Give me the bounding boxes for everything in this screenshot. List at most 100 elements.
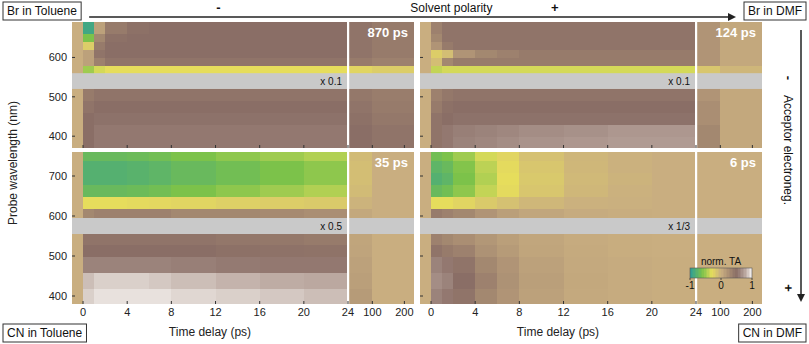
heatmap-cell — [564, 34, 609, 42]
heatmap-cell — [171, 184, 216, 197]
y-axis-title: Probe wavelength (nm) — [6, 101, 20, 225]
heatmap-cell — [304, 136, 349, 148]
heatmap-cell — [497, 124, 520, 136]
heatmap-cell — [304, 196, 349, 209]
heatmap-cell — [420, 152, 432, 161]
heatmap-cell — [652, 208, 697, 219]
heatmap-cell — [348, 160, 373, 173]
heatmap-cell — [453, 272, 476, 289]
heatmap-cell — [149, 42, 172, 50]
heatmap-cell — [431, 22, 443, 34]
heatmap-cell — [475, 42, 498, 50]
heatmap-cell — [442, 113, 454, 125]
plot-area — [72, 22, 414, 148]
heatmap-cell — [564, 124, 609, 136]
x-tick-label: 4 — [124, 306, 130, 318]
heatmap-cell — [497, 50, 520, 58]
heatmap-cell — [652, 22, 697, 34]
x-tick — [83, 145, 84, 148]
heatmap-cell — [720, 234, 762, 245]
heatmap-cell — [348, 101, 373, 113]
heatmap-cell — [453, 136, 476, 148]
heatmap-cell — [127, 184, 150, 197]
scale-label: x 0.1 — [320, 76, 342, 87]
axis-break — [347, 22, 349, 148]
heatmap-cell — [519, 65, 564, 73]
y-tick — [72, 136, 75, 137]
heatmap-cell — [475, 256, 498, 273]
heatmap-cell — [105, 172, 128, 185]
heatmap-cell — [149, 160, 172, 173]
heatmap-cell — [497, 160, 520, 173]
heatmap-cell — [105, 196, 128, 209]
heatmap-cell — [652, 172, 697, 185]
heatmap-cell — [442, 50, 454, 58]
heatmap-cell — [519, 244, 564, 257]
heatmap-cell — [72, 136, 84, 148]
x-tick-label: 200 — [395, 306, 413, 318]
x-tick — [347, 301, 348, 304]
heatmap-cell — [519, 124, 564, 136]
heatmap-cell — [519, 184, 564, 197]
heatmap-cell — [127, 42, 150, 50]
heatmap-cell — [72, 57, 84, 65]
heatmap-cell — [149, 57, 172, 65]
heatmap-cell — [348, 184, 373, 197]
heatmap-cell — [105, 288, 128, 304]
heatmap-cell — [304, 208, 349, 219]
heatmap-cell — [260, 244, 305, 257]
heatmap-cell — [420, 172, 432, 185]
heatmap-cell — [519, 208, 564, 219]
heatmap-cell — [453, 124, 476, 136]
heatmap-cell — [105, 101, 128, 113]
heatmap-cell — [83, 196, 95, 209]
heatmap-cell — [608, 124, 653, 136]
heatmap-cell — [431, 196, 443, 209]
heatmap-cell — [127, 234, 150, 245]
x-tick — [347, 145, 348, 148]
heatmap-cell — [348, 124, 373, 136]
heatmap-cell — [431, 124, 443, 136]
heatmap-cell — [442, 256, 454, 273]
heatmap-cell — [431, 65, 443, 73]
heatmap-cell — [105, 113, 128, 125]
heatmap-cell — [696, 244, 721, 257]
heatmap-cell — [453, 208, 476, 219]
heatmap-cell — [608, 152, 653, 161]
heatmap-cell — [453, 101, 476, 113]
heatmap-cell — [348, 65, 373, 73]
heatmap-cell — [149, 184, 172, 197]
heatmap-cell — [304, 244, 349, 257]
heatmap-cell — [564, 208, 609, 219]
heatmap-cell — [94, 50, 106, 58]
heatmap-cell — [420, 34, 432, 42]
heatmap-cell — [149, 288, 172, 304]
heatmap-cell — [720, 244, 762, 257]
heatmap-cell — [149, 22, 172, 34]
heatmap-cell — [652, 89, 697, 101]
heatmap-cell — [475, 152, 498, 161]
x-tick — [372, 301, 373, 304]
heatmap-cell — [475, 101, 498, 113]
heatmap-cell — [564, 57, 609, 65]
heatmap-cell — [72, 89, 84, 101]
heatmap-cell — [304, 57, 349, 65]
heatmap-cell — [720, 113, 762, 125]
heatmap-cell — [720, 136, 762, 148]
heatmap-cell — [431, 272, 443, 289]
colorbar-tick-label: 0 — [718, 280, 724, 291]
heatmap-cell — [372, 113, 414, 125]
heatmap-cell — [652, 152, 697, 161]
x-tick — [695, 145, 696, 148]
heatmap-cell — [608, 234, 653, 245]
heatmap-cell — [83, 57, 95, 65]
heatmap-cell — [497, 22, 520, 34]
heatmap-cell — [696, 234, 721, 245]
heatmap-cell — [696, 124, 721, 136]
heatmap-cell — [127, 172, 150, 185]
heatmap-cell — [304, 50, 349, 58]
heatmap-cell — [720, 65, 762, 73]
heatmap-cell — [608, 89, 653, 101]
heatmap-cell — [608, 136, 653, 148]
heatmap-cell — [348, 244, 373, 257]
